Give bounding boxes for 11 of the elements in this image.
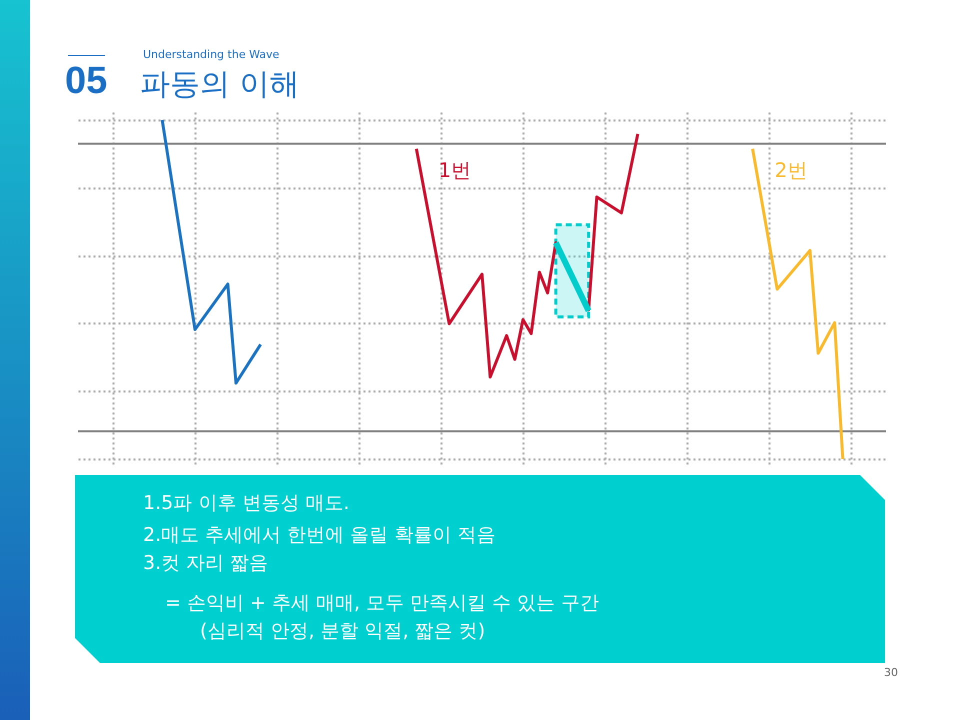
chart-title: 파동의 이해 (140, 66, 300, 104)
text: 2.매도 추세에서 한번에 올릴 확률이 적음 (143, 523, 496, 548)
series-label: 2번 (774, 158, 808, 182)
text: 1.5파 이후 변동성 매도. (143, 491, 350, 516)
text: 05 (65, 60, 108, 103)
text: (심리적 안정, 분할 익절, 짧은 컷) (200, 619, 486, 644)
chart-subtitle: Understanding the Wave (143, 48, 280, 61)
series-label: 1번 (438, 158, 472, 182)
text: = 손익비 + 추세 매매, 모두 만족시킬 수 있는 구간 (165, 591, 600, 616)
text: 3.컷 자리 짧음 (143, 551, 268, 576)
text: 30 (884, 666, 898, 679)
